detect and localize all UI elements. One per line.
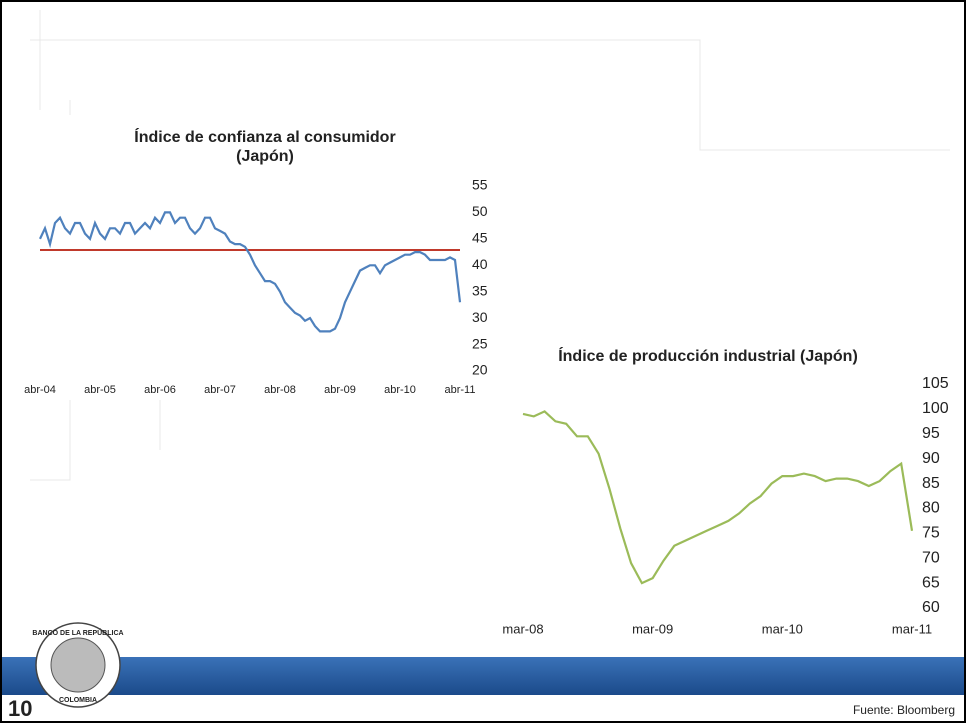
data-line [522, 410, 914, 585]
chart-panel [20, 115, 505, 400]
chart-panel [495, 340, 950, 645]
x-tick-label: mar-09 [632, 621, 673, 636]
x-tick-label: mar-10 [762, 621, 803, 636]
y-tick-label: 35 [472, 282, 488, 298]
logo-text: COLOMBIA [59, 697, 97, 704]
x-tick-label: abr-09 [324, 384, 356, 396]
y-tick-label: 70 [922, 549, 940, 566]
x-tick-label: abr-10 [384, 384, 416, 396]
y-tick-label: 65 [922, 574, 940, 591]
y-tick-label: 80 [922, 500, 940, 517]
y-tick-label: 55 [472, 177, 488, 193]
x-tick-label: abr-07 [204, 384, 236, 396]
y-tick-label: 105 [922, 375, 949, 392]
y-tick-label: 20 [472, 362, 488, 378]
page-number: 10 [8, 696, 32, 721]
footer-band [2, 657, 964, 695]
y-tick-label: 40 [472, 256, 488, 272]
y-tick-label: 85 [922, 475, 940, 492]
x-tick-label: abr-04 [24, 384, 56, 396]
y-tick-label: 25 [472, 335, 488, 351]
y-tick-label: 95 [922, 425, 940, 442]
x-tick-label: abr-08 [264, 384, 296, 396]
logo-text: BANCO DE LA REPÚBLICA [32, 628, 123, 637]
x-tick-label: abr-06 [144, 384, 176, 396]
y-tick-label: 50 [472, 203, 488, 219]
x-tick-label: mar-11 [892, 621, 932, 636]
y-tick-label: 60 [922, 599, 940, 616]
chart-title: Índice de producción industrial (Japón) [558, 346, 858, 365]
y-tick-label: 75 [922, 525, 940, 542]
y-tick-label: 90 [922, 450, 940, 467]
x-tick-label: mar-08 [502, 621, 543, 636]
data-line [39, 211, 462, 333]
y-tick-label: 100 [922, 400, 949, 417]
y-tick-label: 45 [472, 230, 488, 246]
chart-title: Índice de confianza al consumidor [134, 127, 395, 146]
source: Fuente: Bloomberg [853, 703, 955, 717]
chart-title: (Japón) [236, 148, 294, 165]
x-tick-label: abr-11 [445, 384, 476, 396]
x-tick-label: abr-05 [84, 384, 116, 396]
logo-emblem [50, 637, 106, 693]
y-tick-label: 30 [472, 309, 488, 325]
